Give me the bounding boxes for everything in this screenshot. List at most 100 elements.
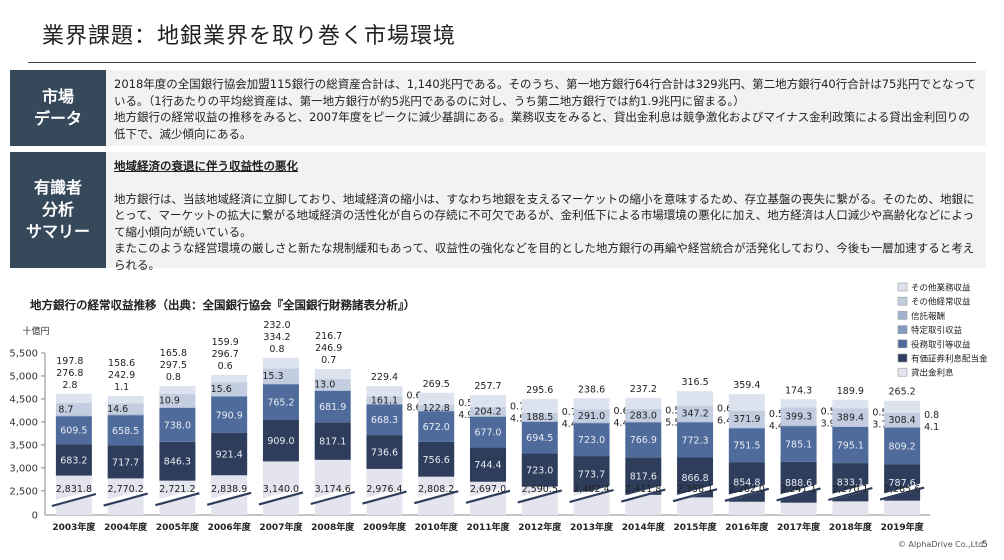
- x-tick-label: 2005年度: [156, 521, 200, 533]
- data-label: 2,808.2: [418, 484, 454, 495]
- data-label: 2,976.4: [366, 484, 402, 495]
- bar-segment: [573, 409, 610, 423]
- expert-paragraph: 地方銀行は、当該地域経済に立脚しており、地域経済の縮小は、すなわち地銀を支えるマ…: [114, 191, 975, 239]
- bar-segment: [262, 461, 299, 515]
- data-label: 297.5: [160, 360, 187, 371]
- axis-break-mark: [879, 486, 925, 501]
- data-label: 4.1: [924, 422, 939, 433]
- data-label: 3,140.0: [263, 484, 299, 495]
- data-label: 237.2: [630, 384, 657, 395]
- data-label: 0.6: [218, 361, 233, 372]
- data-label: 189.9: [837, 386, 864, 397]
- data-label: 854.8: [733, 478, 760, 489]
- axis-break-gap: [258, 487, 304, 506]
- data-label: 5.5: [665, 417, 680, 428]
- axis-break-mark: [672, 488, 718, 503]
- data-label: 3,174.6: [315, 484, 351, 495]
- legend-label: その他経常収益: [911, 297, 971, 308]
- legend-swatch: [897, 311, 908, 320]
- market-paragraph: 2018年度の全国銀行協会加盟115銀行の総資産合計は、1,140兆円である。そ…: [114, 77, 976, 108]
- bar-segment: [625, 421, 662, 423]
- market-data-panel: 市場 データ 2018年度の全国銀行協会加盟115銀行の総資産合計は、1,140…: [10, 70, 986, 146]
- data-label: 795.1: [837, 440, 864, 451]
- bar-segment: [55, 393, 92, 403]
- x-tick-label: 2007年度: [259, 521, 303, 533]
- data-label: 204.2: [474, 407, 501, 418]
- bar-segment: [677, 421, 714, 423]
- data-label: 161.1: [371, 395, 398, 406]
- data-label: 846.3: [164, 457, 191, 468]
- bar-segment: [159, 393, 196, 408]
- y-tick-label: 5,500: [9, 349, 38, 360]
- data-label: 738.0: [164, 420, 191, 431]
- data-label: 296.7: [212, 349, 239, 360]
- y-tick-label: 3,500: [9, 440, 38, 451]
- data-label: 3.7: [872, 419, 887, 430]
- axis-break-mark: [155, 492, 200, 507]
- data-label: 2,241.1: [780, 484, 816, 495]
- data-label: 609.5: [60, 426, 87, 437]
- data-label: 0.8: [924, 410, 939, 421]
- bar-segment: [780, 399, 817, 408]
- bar-segment: [884, 412, 921, 428]
- data-label: 174.3: [785, 385, 812, 396]
- data-label: 809.2: [889, 441, 916, 452]
- data-label: 371.9: [733, 414, 760, 425]
- bar-segment: [107, 415, 144, 446]
- title-divider: [28, 62, 976, 63]
- bar-segment: [625, 408, 662, 422]
- y-tick-label: 5,000: [9, 371, 38, 382]
- data-label: 765.2: [267, 398, 294, 409]
- bar-segment: [314, 422, 351, 460]
- bar-segment: [728, 410, 765, 428]
- bar-segment: [418, 441, 455, 477]
- axis-break-gap: [568, 485, 615, 503]
- data-label: 2,697.0: [470, 484, 506, 495]
- data-label: 159.9: [212, 337, 239, 348]
- bar-segment: [314, 369, 351, 379]
- data-label: 683.2: [60, 455, 87, 466]
- bar-segment: [884, 427, 921, 428]
- axis-break-mark: [258, 491, 304, 506]
- axis-break-gap: [879, 482, 925, 501]
- bar-segment: [625, 422, 662, 458]
- bar-segment: [521, 412, 558, 422]
- expert-summary-body: 地域経済の衰退に伴う収益性の悪化 地方銀行は、当該地域経済に立脚しており、地域経…: [114, 158, 978, 273]
- data-label: 772.3: [681, 435, 708, 446]
- bar-segment: [470, 447, 506, 482]
- bar-segment: [262, 383, 299, 385]
- data-label: 2,285.6: [884, 484, 920, 495]
- data-label: 3.9: [821, 418, 836, 429]
- legend-label: 貸出金利息: [911, 368, 954, 379]
- bar-segment: [780, 407, 817, 426]
- data-label: 14.6: [107, 404, 128, 415]
- data-label: 0.7: [562, 407, 577, 418]
- bar-segment: [159, 386, 196, 394]
- axis-break-mark: [828, 486, 873, 502]
- bar-segment: [55, 416, 92, 445]
- axis-break-mark: [517, 489, 563, 504]
- data-label: 257.7: [474, 381, 501, 392]
- data-label: 265.2: [889, 387, 916, 398]
- x-tick-label: 2018年度: [829, 521, 873, 533]
- data-label: 0.7: [510, 402, 525, 413]
- y-tick-label: 4,500: [9, 394, 38, 405]
- bar-segment: [159, 407, 196, 442]
- axis-break-gap: [516, 485, 563, 504]
- data-label: 229.4: [371, 372, 398, 383]
- data-label: 723.0: [526, 466, 553, 477]
- data-label: 744.4: [474, 460, 501, 471]
- bar-segment: [573, 422, 610, 424]
- bar-segment: [780, 502, 817, 515]
- chart-title: 地方銀行の経常収益推移（出典：全国銀行協会『全国銀行財務諸表分析』）: [30, 298, 416, 312]
- data-label: 0.6: [717, 404, 732, 415]
- bar-segment: [107, 445, 144, 479]
- data-label: 0.7: [321, 355, 336, 366]
- axis-break-gap: [309, 487, 356, 505]
- bar-segment: [470, 416, 506, 417]
- page-number: 5: [982, 540, 988, 550]
- bar-segment: [677, 422, 714, 458]
- bar-segment: [625, 494, 662, 515]
- bar-segment: [262, 368, 299, 384]
- axis-break-mark: [362, 490, 407, 505]
